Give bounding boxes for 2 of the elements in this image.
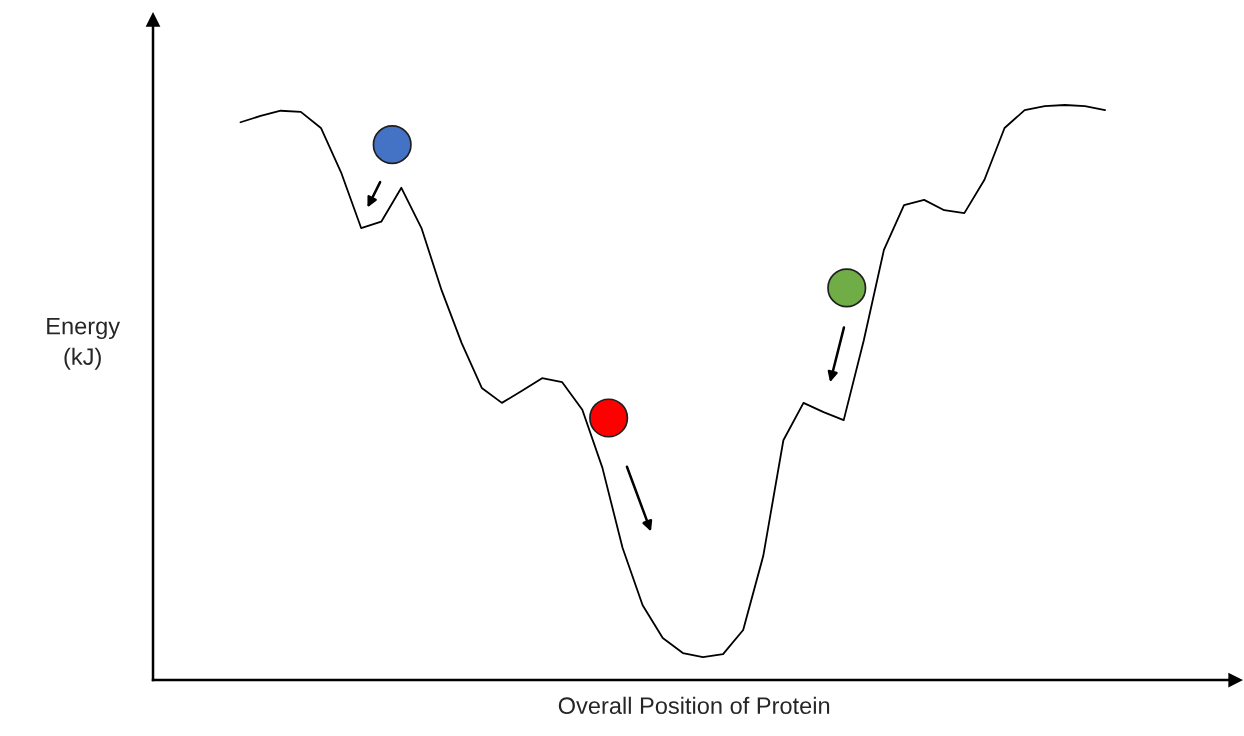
y-axis-title: Energy (kJ)	[47, 317, 121, 370]
x-axis-title: Overall Position of Protein	[558, 696, 830, 715]
